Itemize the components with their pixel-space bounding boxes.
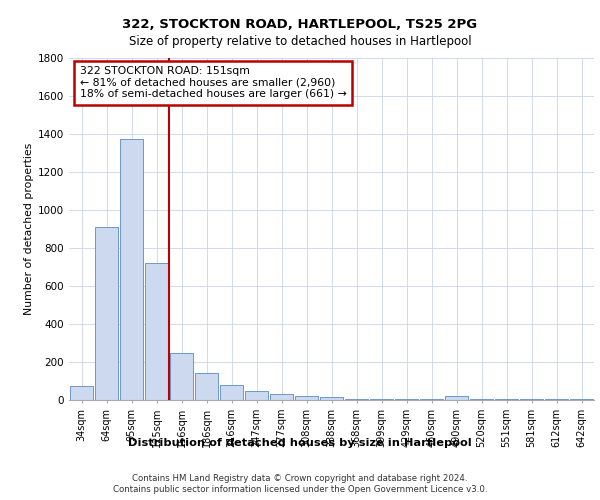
Text: Contains HM Land Registry data © Crown copyright and database right 2024.
Contai: Contains HM Land Registry data © Crown c…: [113, 474, 487, 494]
Bar: [270, 394, 293, 400]
Y-axis label: Number of detached properties: Number of detached properties: [24, 142, 34, 315]
Bar: [70, 386, 93, 400]
Bar: [395, 399, 418, 400]
Bar: [195, 374, 218, 400]
Bar: [495, 399, 518, 400]
Text: Distribution of detached houses by size in Hartlepool: Distribution of detached houses by size …: [128, 438, 472, 448]
Bar: [95, 227, 118, 400]
Bar: [170, 354, 193, 400]
Bar: [545, 399, 568, 400]
Bar: [370, 399, 393, 400]
Bar: [445, 396, 468, 400]
Bar: [520, 399, 543, 400]
Bar: [320, 397, 343, 400]
Bar: [570, 399, 593, 400]
Bar: [120, 140, 143, 400]
Text: 322 STOCKTON ROAD: 151sqm
← 81% of detached houses are smaller (2,960)
18% of se: 322 STOCKTON ROAD: 151sqm ← 81% of detac…: [79, 66, 346, 100]
Bar: [245, 392, 268, 400]
Bar: [345, 399, 368, 400]
Text: 322, STOCKTON ROAD, HARTLEPOOL, TS25 2PG: 322, STOCKTON ROAD, HARTLEPOOL, TS25 2PG: [122, 18, 478, 30]
Bar: [220, 385, 243, 400]
Bar: [470, 399, 493, 400]
Bar: [420, 399, 443, 400]
Text: Size of property relative to detached houses in Hartlepool: Size of property relative to detached ho…: [128, 35, 472, 48]
Bar: [145, 263, 168, 400]
Bar: [295, 396, 318, 400]
